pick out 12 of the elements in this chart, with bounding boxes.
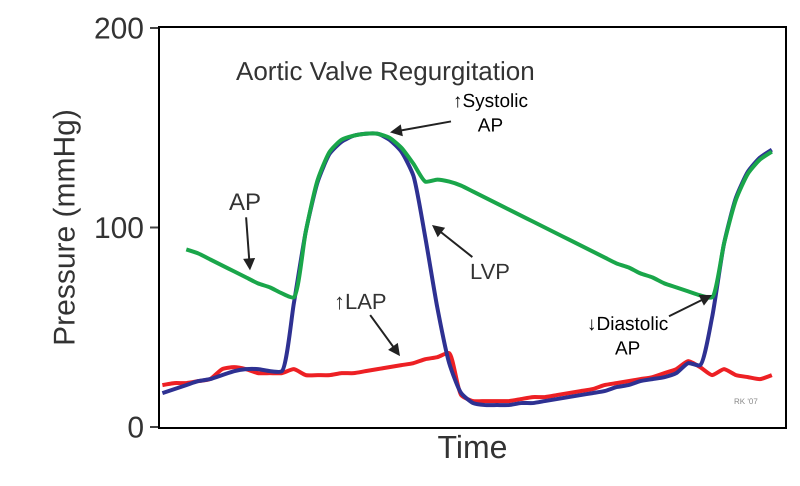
annotation: ↓Diastolic AP (587, 314, 668, 360)
annotation: Aortic Valve Regurgitation (236, 56, 535, 86)
annotation: LVP (470, 259, 510, 284)
y-tick-label: 200 (94, 12, 144, 46)
annotation: AP (229, 189, 262, 216)
y-tick-label: 100 (94, 212, 144, 245)
annotation: ↑LAP (334, 289, 387, 314)
y-tick-label: 0 (127, 412, 144, 444)
annotation: RK '07 (734, 397, 758, 406)
x-axis-title: Time (438, 428, 508, 465)
y-axis-title: Pressure (mmHg) (48, 109, 82, 346)
annotation: ↑Systolic AP (453, 91, 528, 137)
